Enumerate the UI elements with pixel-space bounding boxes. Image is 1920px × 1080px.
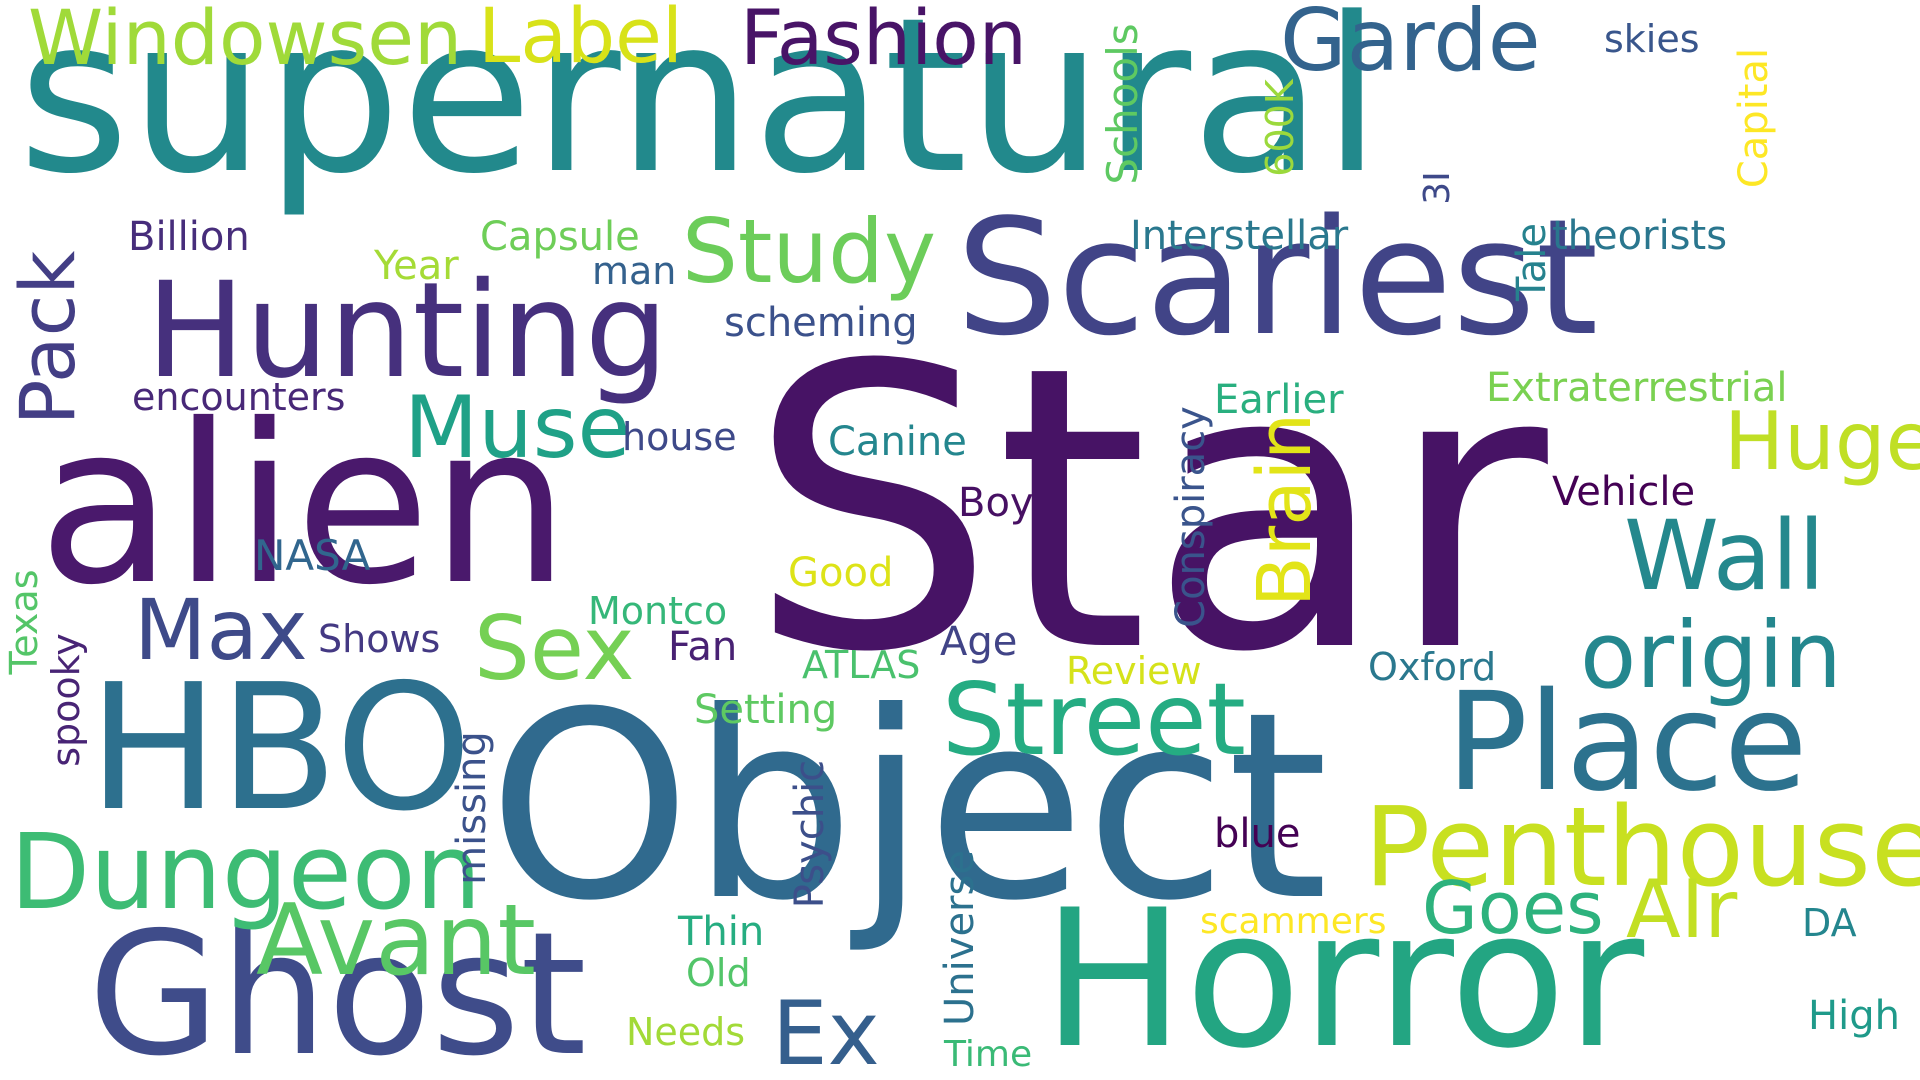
word: HBO — [88, 662, 472, 836]
word: theorists — [1552, 216, 1727, 256]
word: Interstellar — [1130, 216, 1348, 256]
word: spooky — [47, 620, 85, 780]
word: ATLAS — [802, 646, 920, 684]
word: 600K — [1261, 73, 1299, 183]
word: Study — [682, 208, 936, 296]
word: Pack — [10, 228, 86, 448]
word: NASA — [254, 535, 370, 577]
word: Wall — [1624, 508, 1825, 604]
word: Capital — [1734, 23, 1774, 213]
word: Ex — [772, 990, 880, 1078]
word: missing — [452, 708, 492, 908]
word: DA — [1802, 904, 1857, 942]
word: blue — [1214, 814, 1300, 854]
word: Max — [134, 588, 308, 672]
word: man — [592, 252, 676, 290]
word: Texas — [5, 552, 43, 692]
word: Fan — [668, 627, 737, 667]
word: Age — [940, 622, 1017, 662]
word: Windowsen — [28, 0, 462, 76]
word: Billion — [128, 217, 250, 257]
word: scheming — [724, 303, 918, 343]
word: Fashion — [740, 0, 1027, 76]
word: Vehicle — [1552, 472, 1695, 512]
word: Review — [1066, 652, 1202, 690]
word: scammers — [1200, 904, 1386, 940]
word: Schools — [1102, 4, 1144, 204]
word: Old — [686, 954, 751, 992]
word: Muse — [404, 385, 630, 471]
word: Brain — [1248, 380, 1322, 640]
word: house — [622, 418, 737, 456]
word: origin — [1580, 610, 1842, 702]
word: Label — [478, 0, 683, 74]
word: Tale — [1512, 207, 1552, 317]
word: Goes — [1422, 872, 1604, 944]
word: Good — [788, 553, 893, 593]
word: Year — [374, 246, 459, 286]
word: Psychic — [790, 734, 830, 934]
word: Canine — [828, 422, 967, 462]
word: Conspiracy — [1171, 377, 1211, 657]
word: Thin — [678, 912, 764, 952]
word: Extraterrestrial — [1486, 368, 1788, 408]
word: Oxford — [1368, 648, 1496, 686]
word: Universe — [940, 828, 980, 1048]
word: AIr — [1626, 870, 1737, 950]
word: encounters — [132, 378, 345, 416]
word: Avant — [256, 892, 536, 990]
word: Setting — [694, 690, 837, 730]
word: Boy — [958, 483, 1034, 523]
word: Shows — [318, 620, 440, 658]
word: 3I — [1420, 158, 1456, 218]
word: Huge — [1724, 402, 1920, 482]
word: High — [1808, 996, 1900, 1036]
word: Garde — [1280, 0, 1541, 84]
word: skies — [1604, 20, 1700, 58]
word: Needs — [626, 1013, 745, 1051]
